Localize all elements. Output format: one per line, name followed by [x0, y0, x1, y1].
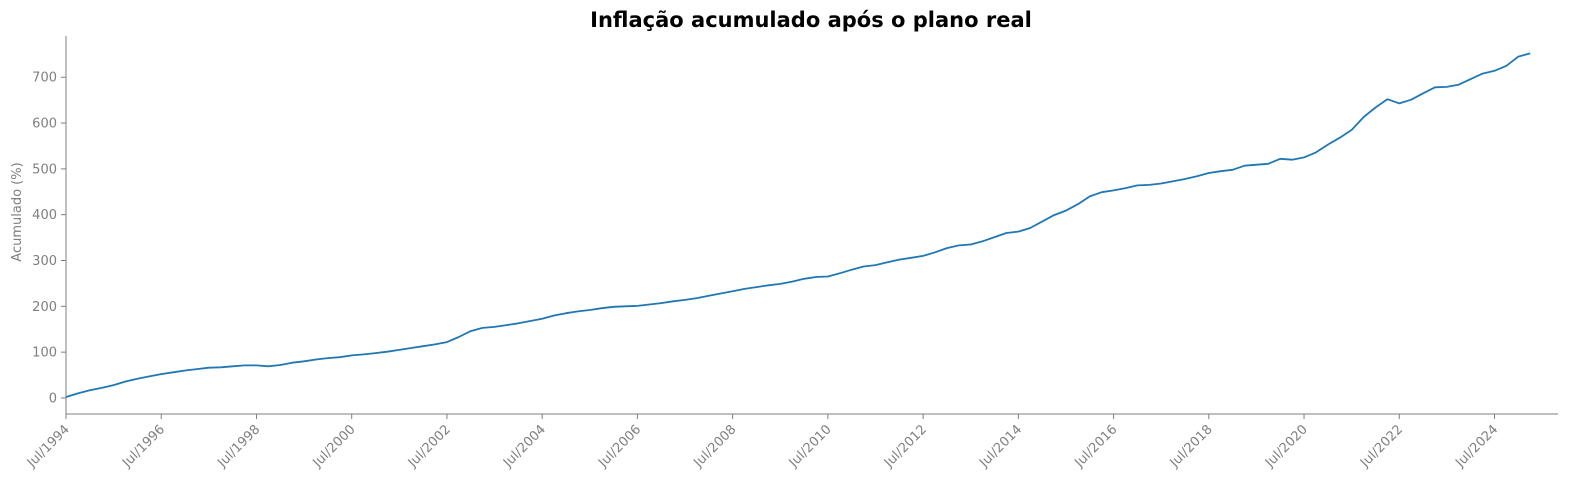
y-tick-label: 400 [32, 208, 57, 223]
y-tick-label: 100 [32, 346, 57, 361]
x-tick-label: Jul/2014 [976, 422, 1025, 471]
x-tick-label: Jul/2006 [595, 422, 644, 471]
y-axis-label: Acumulado (%) [10, 162, 25, 261]
x-tick-label: Jul/2012 [881, 422, 930, 471]
x-tick-label: Jul/2018 [1167, 422, 1216, 471]
x-tick-label: Jul/1996 [119, 422, 168, 471]
x-tick-label: Jul/2022 [1357, 422, 1406, 471]
y-tick-label: 600 [32, 117, 57, 132]
y-tick-label: 300 [32, 254, 57, 269]
x-tick-label: Jul/2010 [786, 422, 835, 471]
x-tick-label: Jul/2000 [310, 422, 359, 471]
x-tick-label: Jul/2020 [1262, 422, 1311, 471]
y-tick-label: 500 [32, 162, 57, 177]
series-group [65, 52, 1531, 398]
x-axis-ticks: Jul/1994 Jul/1996 Jul/1998 Jul/2000 Jul/2002… [24, 414, 1501, 471]
x-tick-label: Jul/2004 [500, 422, 549, 471]
series-line [65, 52, 1531, 398]
y-tick-label: 700 [32, 71, 57, 86]
x-tick-label: Jul/2008 [691, 422, 740, 471]
x-tick-label: Jul/2002 [405, 422, 454, 471]
y-tick-label: 200 [32, 300, 57, 315]
x-tick-label: Jul/1994 [24, 422, 73, 471]
x-tick-label: Jul/1998 [214, 422, 263, 471]
y-tick-label: 0 [49, 391, 57, 406]
y-axis-ticks: 0 100 200 300 400 500 600 700 [32, 71, 66, 406]
x-tick-label: Jul/2016 [1072, 422, 1121, 471]
chart-title: Inflação acumulado após o plano real [590, 8, 1032, 32]
x-tick-label: Jul/2024 [1452, 422, 1501, 471]
